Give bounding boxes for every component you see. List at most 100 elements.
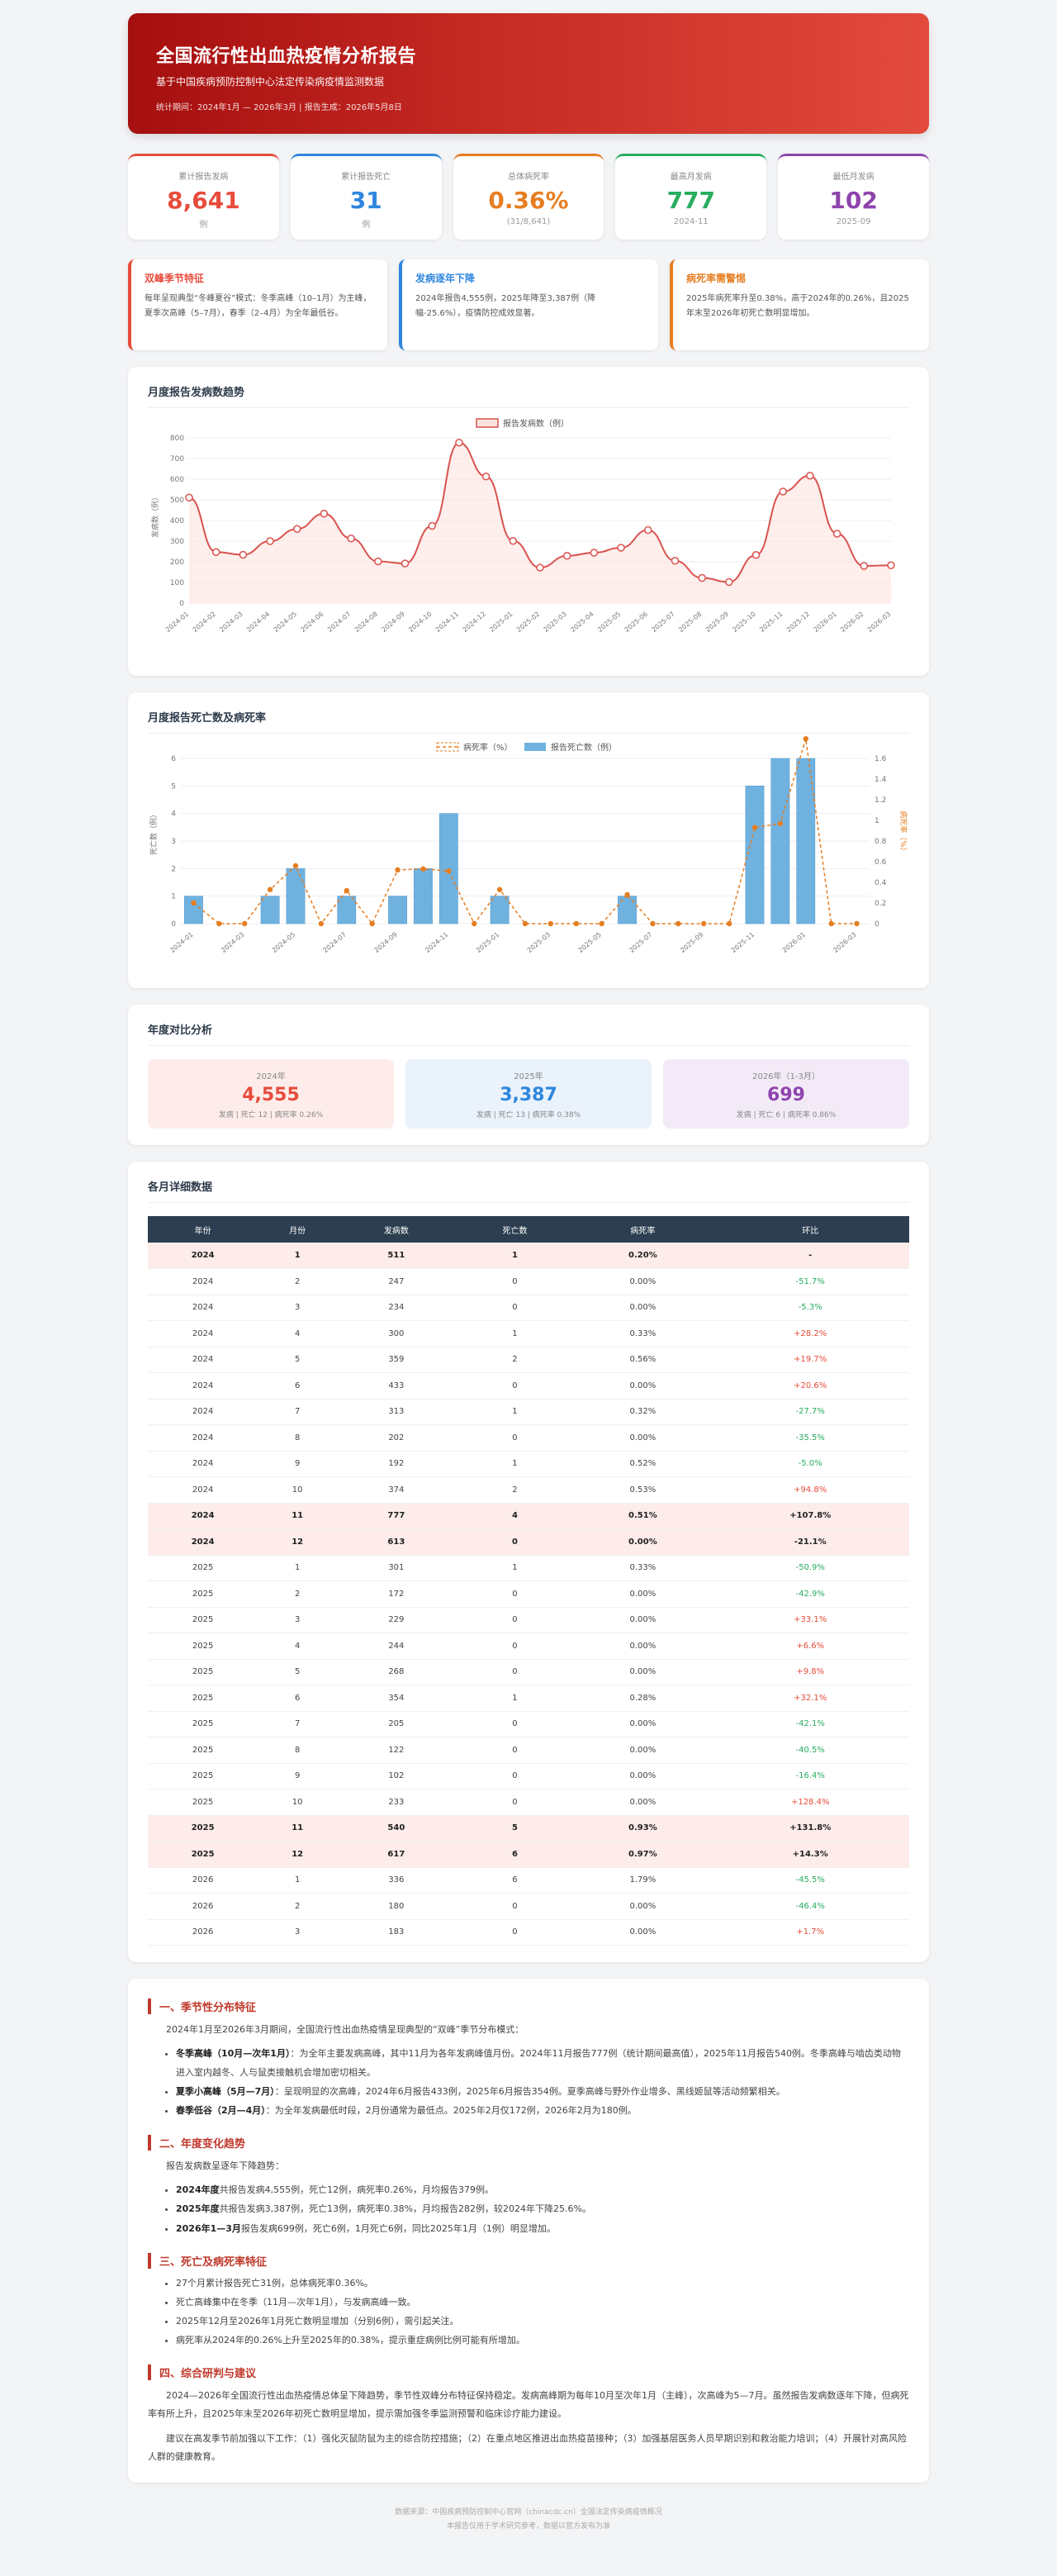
list-item: 病死率从2024年的0.26%上升至2025年的0.38%，提示重症病例比例可能… bbox=[176, 2331, 909, 2350]
kpi-unit: 2025-09 bbox=[836, 217, 871, 226]
paragraph: 报告发病数呈逐年下降趋势： bbox=[166, 2160, 284, 2172]
cell-month: 3 bbox=[258, 1295, 338, 1321]
cell-cases: 102 bbox=[337, 1763, 456, 1789]
insight-card-fatality: 病死率需警惕 2025年病死率升至0.38%，高于2024年的0.26%，且20… bbox=[670, 259, 929, 350]
report-meta: 统计期间：2024年1月 — 2026年3月 | 报告生成：2026年5月8日 bbox=[156, 103, 402, 112]
cell-year: 2024 bbox=[148, 1243, 258, 1269]
section-title: 年度对比分析 bbox=[148, 1021, 909, 1046]
y-axis-left: 0 1 2 3 4 5 6 bbox=[171, 755, 176, 929]
chart-title: 月度报告发病数趋势 bbox=[148, 383, 909, 408]
data-point bbox=[751, 551, 761, 559]
cell-cases: 511 bbox=[337, 1243, 456, 1269]
table-row: 2024 6 433 0 0.00% +20.6% bbox=[148, 1372, 909, 1400]
rate-point bbox=[191, 900, 197, 906]
insight-card-decline: 发病逐年下降 2024年报告4,555例，2025年降至3,387例（降幅-25… bbox=[399, 259, 658, 350]
cell-deaths: 6 bbox=[455, 1867, 575, 1894]
column-header: 发病数 bbox=[337, 1216, 456, 1243]
y-tick-label: 2 bbox=[171, 865, 176, 873]
insight-card-seasonal: 双峰季节特征 每年呈现典型“冬峰夏谷”模式：冬季高峰（10–1月）为主峰，夏季次… bbox=[128, 259, 387, 350]
cell-rate: 0.00% bbox=[574, 1268, 712, 1295]
death-chart-card: 月度报告死亡数及病死率 病死率（%） 报告死亡数（例） 死亡数（例） 病死率（%… bbox=[128, 692, 929, 988]
cell-month: 10 bbox=[258, 1476, 338, 1504]
cell-rate: 0.20% bbox=[574, 1243, 712, 1269]
data-point bbox=[671, 557, 680, 565]
cell-month: 2 bbox=[258, 1268, 338, 1295]
cell-cases: 180 bbox=[337, 1893, 456, 1920]
cell-month: 8 bbox=[258, 1424, 338, 1452]
cell-rate: 0.33% bbox=[574, 1320, 712, 1347]
list-item-bold: 夏季小高峰（5月—7月） bbox=[176, 2086, 275, 2098]
x-tick-label: 2024-01 bbox=[164, 611, 190, 634]
cell-rate: 0.32% bbox=[574, 1399, 712, 1425]
y2-tick-label: 0 bbox=[875, 920, 879, 929]
table-header-row: 年份 月份 发病数 死亡数 病死率 环比 bbox=[148, 1216, 909, 1243]
cell-deaths: 0 bbox=[455, 1580, 575, 1608]
cell-month: 9 bbox=[258, 1451, 338, 1477]
data-point bbox=[590, 549, 599, 557]
y-tick-label: 300 bbox=[170, 538, 184, 546]
data-point bbox=[481, 473, 491, 481]
x-tick-label: 2024-05 bbox=[271, 931, 296, 954]
rate-point bbox=[777, 820, 784, 826]
cell-year: 2025 bbox=[148, 1737, 258, 1764]
death-bar bbox=[286, 868, 306, 924]
cell-month: 1 bbox=[258, 1243, 338, 1269]
x-tick-label: 2025-01 bbox=[488, 611, 514, 634]
cell-deaths: 1 bbox=[455, 1555, 575, 1581]
cell-change: -45.5% bbox=[711, 1867, 909, 1894]
data-point bbox=[401, 559, 410, 568]
y-axis-right: 0 0.2 0.4 0.6 0.8 1 1.2 1.4 1.6 bbox=[875, 755, 887, 929]
cell-cases: 247 bbox=[337, 1268, 456, 1295]
rate-point bbox=[344, 887, 349, 894]
list-item-text: ：为全年发病最低时段，2月份通常为最低点。2025年2月仅172例，2026年2… bbox=[265, 2105, 637, 2117]
x-tick-label: 2025-06 bbox=[623, 611, 649, 634]
cell-month: 4 bbox=[258, 1633, 338, 1660]
table-row: 2024 5 359 2 0.56% +19.7% bbox=[148, 1347, 909, 1373]
cell-change: +33.1% bbox=[711, 1607, 909, 1633]
x-tick-label: 2024-07 bbox=[322, 931, 348, 954]
list-item: 27个月累计报告死亡31例，总体病死率0.36%。 bbox=[176, 2274, 909, 2293]
y2-tick-label: 0.4 bbox=[875, 879, 887, 887]
list-item-bold: 冬季高峰（10月—次年1月） bbox=[176, 2048, 291, 2059]
insight-title: 发病逐年下降 bbox=[415, 273, 476, 284]
cell-month: 10 bbox=[258, 1789, 338, 1816]
cell-rate: 0.33% bbox=[574, 1555, 712, 1581]
yearly-compare-card: 年度对比分析 2024年 4,555 发病 | 死亡 12 | 病死率 0.26… bbox=[128, 1005, 929, 1145]
cell-year: 2026 bbox=[148, 1867, 258, 1894]
rate-point bbox=[803, 736, 808, 742]
data-points bbox=[185, 439, 895, 587]
cell-year: 2025 bbox=[148, 1841, 258, 1868]
incidence-line-chart: 报告发病数（例） 发病数（例） 0 100 200 300 400 500 600 700 80… bbox=[150, 418, 895, 634]
cell-rate: 0.00% bbox=[574, 1372, 712, 1400]
list-item-text: 共报告发病4,555例，死亡12例，病死率0.26%，月均报告379例。 bbox=[219, 2184, 495, 2196]
cell-month: 12 bbox=[258, 1528, 338, 1556]
data-point bbox=[562, 552, 571, 560]
y-tick-label: 100 bbox=[170, 579, 184, 587]
cell-year: 2024 bbox=[148, 1476, 258, 1504]
year-value: 4,555 bbox=[242, 1085, 300, 1105]
x-axis: 2024-01 2024-02 2024-03 2024-04 2024-05 2024-… bbox=[164, 611, 892, 634]
death-bar bbox=[337, 896, 357, 924]
kpi-value: 0.36% bbox=[488, 187, 569, 214]
cell-year: 2024 bbox=[148, 1503, 258, 1529]
cell-change: - bbox=[711, 1243, 909, 1269]
column-header: 死亡数 bbox=[455, 1216, 575, 1243]
cell-year: 2025 bbox=[148, 1607, 258, 1633]
kpi-unit: (31/8,641) bbox=[506, 217, 551, 226]
list-item-text: ：为全年主要发病高峰，其中11月为各年发病峰值月份。2024年11月报告777例… bbox=[176, 2048, 901, 2079]
cell-rate: 0.00% bbox=[574, 1633, 712, 1660]
year-label: 2025年 bbox=[514, 1072, 543, 1081]
analysis-report-card: 一、季节性分布特征 2024年1月至2026年3月期间，全国流行性出血热疫情呈现… bbox=[128, 1979, 929, 2483]
y-tick-label: 200 bbox=[170, 558, 184, 567]
cell-deaths: 5 bbox=[455, 1815, 575, 1842]
data-point bbox=[725, 577, 733, 587]
monthly-data-table: 年份 月份 发病数 死亡数 病死率 环比 2024 1 511 1 0.20% -2024… bbox=[148, 1216, 909, 1946]
cell-rate: 0.00% bbox=[574, 1528, 712, 1556]
column-header: 病死率 bbox=[574, 1216, 712, 1243]
paragraph: 2024年1月至2026年3月期间，全国流行性出血热疫情呈现典型的“双峰”季节分… bbox=[166, 2024, 524, 2035]
y-tick-label: 0 bbox=[179, 600, 184, 608]
table-row: 2025 12 617 6 0.97% +14.3% bbox=[148, 1841, 909, 1868]
list-item: 夏季小高峰（5月—7月）：呈现明显的次高峰，2024年6月报告433例，2025… bbox=[176, 2082, 909, 2101]
insight-title: 病死率需警惕 bbox=[686, 273, 747, 284]
